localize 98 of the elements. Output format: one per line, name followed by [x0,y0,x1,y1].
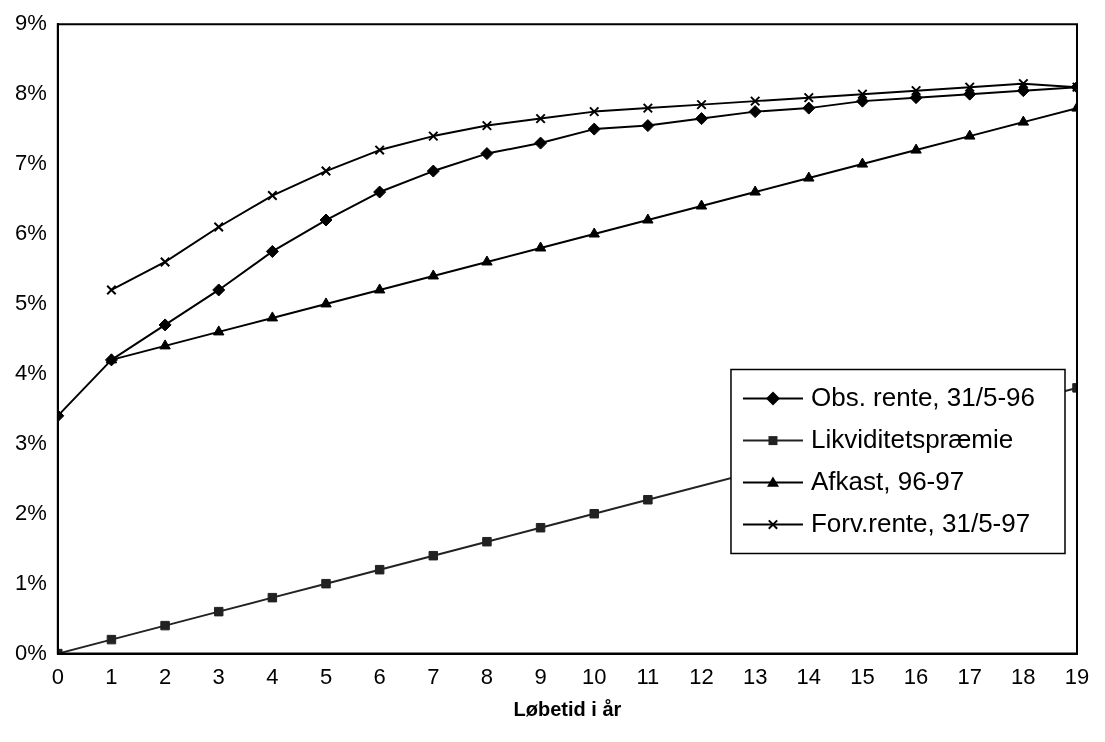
point [267,190,278,201]
point [910,85,922,96]
point [428,130,439,142]
y-tick-label: 5% [15,290,47,315]
legend-label: Likviditetspræmie [810,423,1014,454]
x-tick-label: 15 [850,663,875,689]
point [964,129,976,140]
y-tick-label: 8% [15,80,47,106]
x-tick-label: 11 [636,663,660,689]
point [695,112,708,126]
point [749,95,761,107]
point [1018,78,1029,89]
point [855,94,869,108]
point [159,339,171,350]
point [212,283,226,297]
point [749,185,761,196]
point [267,592,278,603]
point [588,106,600,117]
y-tick-label: 9% [15,10,47,36]
point [373,185,387,199]
x-tick-label: 4 [266,663,279,689]
point [589,508,599,519]
point [963,87,977,101]
point [481,255,493,266]
point [428,550,439,561]
point [320,165,332,177]
x-tick-label: 10 [581,663,607,689]
x-tick-label: 17 [957,663,982,689]
point [909,91,923,105]
point [696,99,707,110]
x-tick-label: 7 [427,663,440,689]
point [535,522,546,533]
point [641,119,655,133]
x-tick-label: 13 [742,663,768,689]
legend-label: Afkast, 96-97 [810,465,965,496]
point [642,102,654,114]
point [373,283,386,294]
point [106,284,117,296]
y-tick-label: 7% [15,150,47,176]
point [1016,84,1030,98]
point [106,634,117,645]
point [426,164,440,178]
point [695,199,708,210]
point [482,536,492,547]
point [320,297,332,308]
y-tick-label: 2% [15,499,47,525]
point [748,105,762,119]
x-tick-label: 14 [796,663,822,689]
x-tick-label: 9 [534,663,547,689]
point [856,157,869,168]
point [480,147,494,161]
point [910,143,922,154]
point [266,311,279,322]
point [803,92,815,103]
point [158,318,172,332]
y-tick-label: 6% [15,220,47,246]
point [643,495,653,505]
y-tick-label: 4% [15,359,47,385]
x-axis-title: Løbetid i år [513,697,622,720]
point [319,213,333,227]
point [374,144,385,156]
point [803,171,815,182]
point [642,213,654,224]
point [427,269,439,280]
x-tick-label: 6 [373,663,386,689]
x-tick-label: 2 [158,663,172,689]
point [802,101,816,115]
x-tick-label: 1 [105,663,118,689]
x-tick-label: 5 [319,663,333,689]
y-tick-label: 1% [15,569,47,595]
x-tick-label: 8 [480,663,494,689]
x-tick-label: 0 [51,663,64,689]
point [265,244,279,258]
point [1017,115,1030,126]
point [964,81,975,93]
point [481,120,493,131]
point [534,241,547,252]
point [159,256,171,268]
y-tick-label: 0% [15,639,47,665]
x-tick-label: 16 [903,663,929,689]
point [857,88,868,100]
legend-label: Forv.rente, 31/5-97 [810,507,1031,538]
x-tick-label: 3 [212,663,225,689]
point [213,606,224,617]
legend-label: Obs. rente, 31/5-96 [810,381,1036,412]
point [213,325,225,336]
point [535,113,546,124]
x-tick-label: 12 [689,663,714,689]
point [213,221,224,233]
point [160,620,170,631]
point [321,578,331,589]
y-tick-label: 3% [15,429,47,455]
point [587,122,601,136]
point [534,136,548,150]
x-tick-label: 19 [1064,663,1090,689]
point [588,227,600,238]
x-tick-label: 18 [1011,663,1036,689]
point [374,564,385,575]
